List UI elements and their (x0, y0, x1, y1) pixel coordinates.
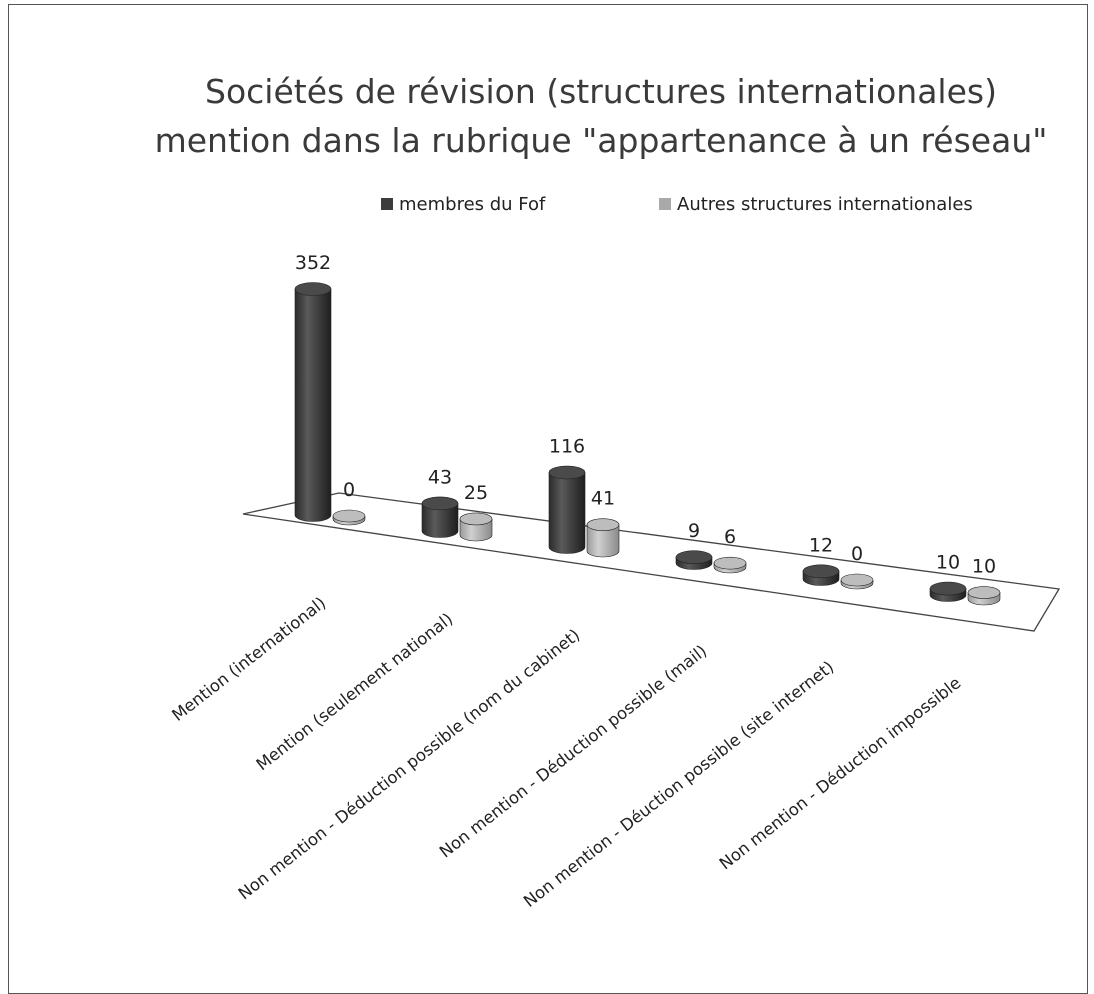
bar-top (586, 518, 620, 531)
category-label-5: Non mention - Déuction possible (site in… (520, 657, 838, 911)
chart-title-line-2: mention dans la rubrique "appartenance à… (155, 121, 1048, 160)
bar-s1-c3 (548, 465, 586, 554)
value-label-s1-c1: 352 (295, 252, 331, 274)
bar-body (421, 503, 459, 538)
bar-s2-c5 (840, 573, 874, 590)
bars (294, 282, 1001, 606)
legend-item-series-2: Autres structures internationales (659, 194, 973, 215)
legend-label-series-2: Autres structures internationales (677, 194, 973, 215)
bar-s1-c5 (802, 564, 840, 586)
bar-s2-c6 (967, 586, 1001, 606)
bar-body (586, 524, 620, 558)
value-label-s1-c3: 116 (549, 436, 585, 458)
bar-s2-c3 (586, 518, 620, 558)
value-label-s1-c5: 12 (809, 534, 833, 556)
bar-top (713, 556, 747, 570)
bar-top (929, 581, 967, 596)
category-label-4: Non mention - Déduction possible (mail) (436, 641, 711, 861)
value-label-s1-c6: 10 (936, 552, 960, 574)
chart-frame: Sociétés de révision (structures interna… (8, 4, 1088, 994)
bar-s1-c2 (421, 496, 459, 538)
bar-top (294, 282, 332, 296)
bar-top (840, 573, 874, 587)
bar-top (675, 550, 713, 565)
bar-top (967, 586, 1001, 599)
legend-item-series-1: membres du Fof (381, 194, 546, 215)
value-label-s1-c4: 9 (688, 520, 700, 542)
bar-top (802, 564, 840, 579)
legend-label-series-1: membres du Fof (399, 194, 546, 215)
category-labels: Mention (international)Mention (seulemen… (168, 593, 964, 911)
chart-title: Sociétés de révision (structures interna… (155, 72, 1048, 160)
bar-s1-c1 (294, 282, 332, 522)
bar-s2-c1 (332, 509, 366, 526)
bar-body (294, 288, 332, 522)
legend: membres du Fof Autres structures interna… (381, 194, 973, 215)
legend-swatch-series-2 (659, 198, 671, 210)
category-label-1: Mention (international) (168, 593, 329, 725)
value-label-s2-c6: 10 (972, 556, 996, 578)
bar-body (548, 472, 586, 554)
bar-s1-c6 (929, 581, 967, 602)
value-label-s2-c5: 0 (851, 543, 863, 565)
value-label-s2-c2: 25 (464, 482, 488, 504)
chart-title-line-1: Sociétés de révision (structures interna… (205, 72, 997, 111)
bar-s1-c4 (675, 550, 713, 570)
bar-top (459, 512, 493, 526)
value-label-s2-c3: 41 (591, 488, 615, 510)
category-label-6: Non mention - Déduction impossible (716, 673, 965, 873)
bar-top (548, 465, 586, 480)
value-label-s2-c1: 0 (343, 479, 355, 501)
legend-swatch-series-1 (381, 198, 393, 210)
category-label-3: Non mention - Déduction possible (nom du… (235, 625, 584, 903)
bar-s2-c4 (713, 556, 747, 574)
value-label-s1-c2: 43 (428, 466, 452, 488)
value-labels: 352 0 43 25 116 41 9 6 12 0 10 10 (295, 252, 996, 578)
chart-svg: Sociétés de révision (structures interna… (155, 72, 1061, 911)
bar-s2-c2 (459, 512, 493, 542)
bar-top (332, 509, 366, 523)
bar-top (421, 496, 459, 511)
value-label-s2-c4: 6 (724, 526, 736, 548)
